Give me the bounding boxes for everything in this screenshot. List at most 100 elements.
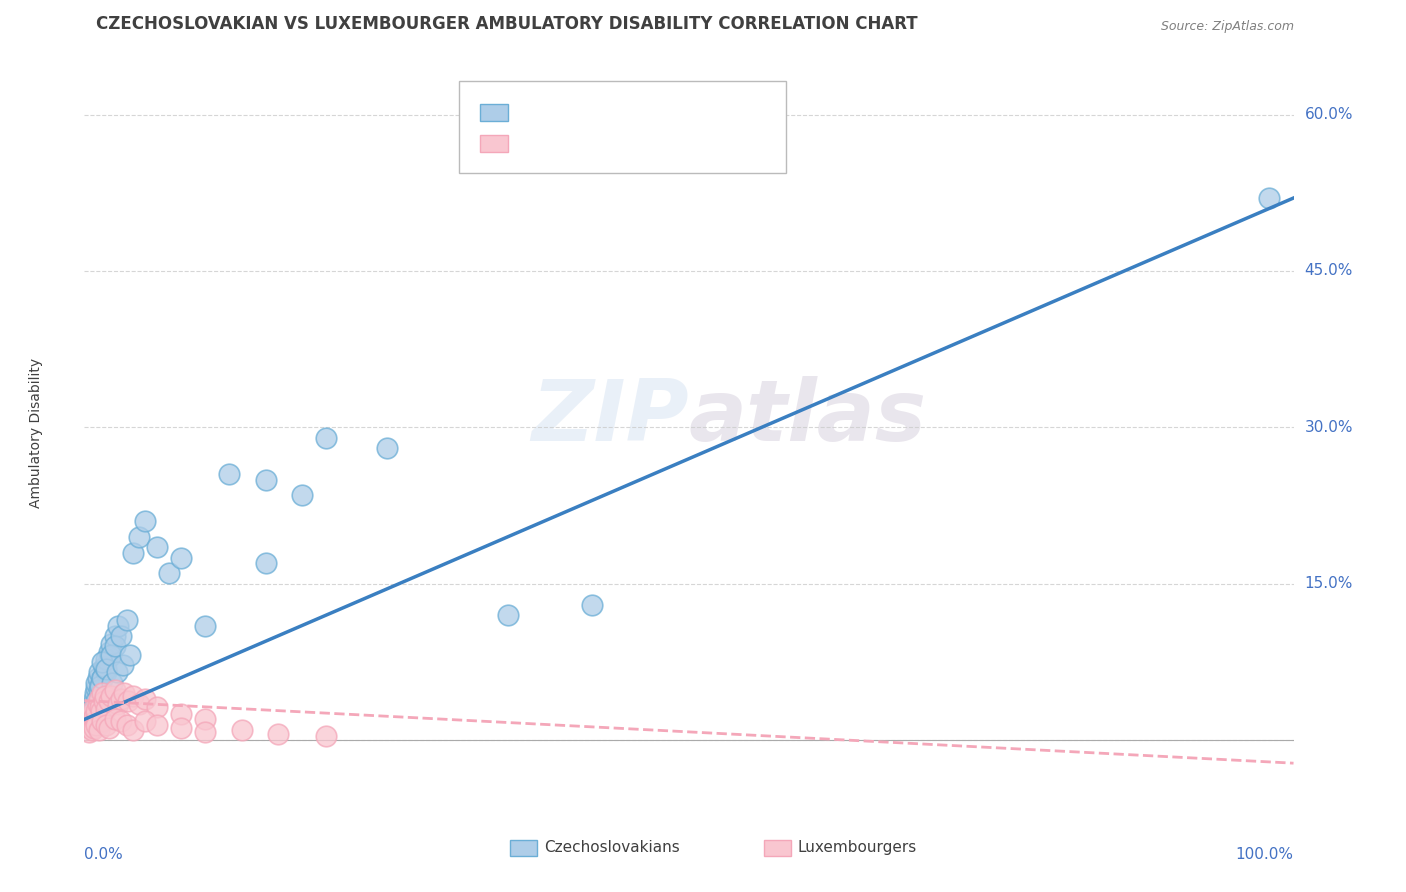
Point xyxy=(94,690,117,704)
Point xyxy=(86,697,108,711)
Point xyxy=(120,648,142,662)
Text: 45.0%: 45.0% xyxy=(1305,263,1353,278)
Point xyxy=(112,686,135,700)
Point xyxy=(82,702,104,716)
Point xyxy=(157,566,180,581)
Point xyxy=(121,723,143,737)
Point xyxy=(86,714,108,729)
Point xyxy=(315,729,337,743)
Point xyxy=(86,717,108,731)
Point xyxy=(84,710,107,724)
Point xyxy=(83,710,105,724)
Text: atlas: atlas xyxy=(689,376,927,459)
Point xyxy=(254,473,277,487)
Point xyxy=(86,681,108,695)
Point xyxy=(91,671,114,685)
Point xyxy=(146,717,169,731)
Point xyxy=(100,637,122,651)
Point xyxy=(231,723,253,737)
Point xyxy=(170,721,193,735)
Point xyxy=(128,530,150,544)
Text: N =: N = xyxy=(628,103,665,122)
Point xyxy=(107,618,129,632)
Point xyxy=(496,608,519,623)
Point xyxy=(79,707,101,722)
Point xyxy=(134,691,156,706)
Text: N =: N = xyxy=(628,135,665,153)
Point xyxy=(97,644,120,658)
Point xyxy=(84,686,107,700)
Point xyxy=(77,725,100,739)
Point xyxy=(110,629,132,643)
Point xyxy=(315,431,337,445)
Point xyxy=(87,691,110,706)
Point xyxy=(86,676,108,690)
Point xyxy=(87,665,110,680)
Point xyxy=(121,545,143,559)
Point xyxy=(87,723,110,737)
Point xyxy=(90,704,112,718)
Point xyxy=(375,442,398,456)
Point xyxy=(104,629,127,643)
Point xyxy=(89,679,111,693)
Text: 0.721: 0.721 xyxy=(555,103,603,122)
Point xyxy=(94,660,117,674)
Point xyxy=(97,693,120,707)
Point xyxy=(101,676,124,690)
Point xyxy=(91,714,114,729)
Point xyxy=(291,488,314,502)
Point xyxy=(94,662,117,676)
Point xyxy=(83,691,105,706)
Point xyxy=(170,707,193,722)
Point xyxy=(170,550,193,565)
Point xyxy=(91,671,114,685)
Point xyxy=(100,648,122,662)
Point xyxy=(115,717,138,731)
Text: 100.0%: 100.0% xyxy=(1236,847,1294,863)
Text: 15.0%: 15.0% xyxy=(1305,576,1353,591)
FancyBboxPatch shape xyxy=(479,136,508,153)
Point xyxy=(77,712,100,726)
FancyBboxPatch shape xyxy=(479,104,508,121)
Point xyxy=(91,655,114,669)
Point xyxy=(89,716,111,731)
Text: Source: ZipAtlas.com: Source: ZipAtlas.com xyxy=(1160,20,1294,33)
Point xyxy=(94,665,117,680)
Point xyxy=(97,649,120,664)
Point xyxy=(76,714,98,729)
Point xyxy=(94,717,117,731)
Point xyxy=(117,693,139,707)
Point xyxy=(82,697,104,711)
Point xyxy=(100,690,122,704)
Point xyxy=(105,665,128,680)
Point xyxy=(110,691,132,706)
Point xyxy=(194,712,217,726)
Point xyxy=(97,721,120,735)
Point xyxy=(79,721,101,735)
Text: R =: R = xyxy=(517,135,553,153)
Text: Czechoslovakians: Czechoslovakians xyxy=(544,839,679,855)
Point xyxy=(86,671,108,685)
FancyBboxPatch shape xyxy=(510,840,537,856)
Point xyxy=(581,598,603,612)
Point xyxy=(121,690,143,704)
Text: Ambulatory Disability: Ambulatory Disability xyxy=(30,358,44,508)
Point xyxy=(82,721,104,735)
Text: Luxembourgers: Luxembourgers xyxy=(797,839,917,855)
Point xyxy=(1258,191,1281,205)
Point xyxy=(93,693,115,707)
Point xyxy=(128,697,150,711)
Point xyxy=(94,652,117,666)
Text: R =: R = xyxy=(517,103,553,122)
Point xyxy=(94,702,117,716)
Point xyxy=(76,717,98,731)
Point xyxy=(77,717,100,731)
Point xyxy=(80,702,103,716)
Point xyxy=(218,467,240,482)
Point xyxy=(146,699,169,714)
Text: ZIP: ZIP xyxy=(531,376,689,459)
Point xyxy=(134,514,156,528)
Text: 60.0%: 60.0% xyxy=(1305,107,1353,122)
Point xyxy=(80,723,103,737)
Point xyxy=(104,640,127,654)
